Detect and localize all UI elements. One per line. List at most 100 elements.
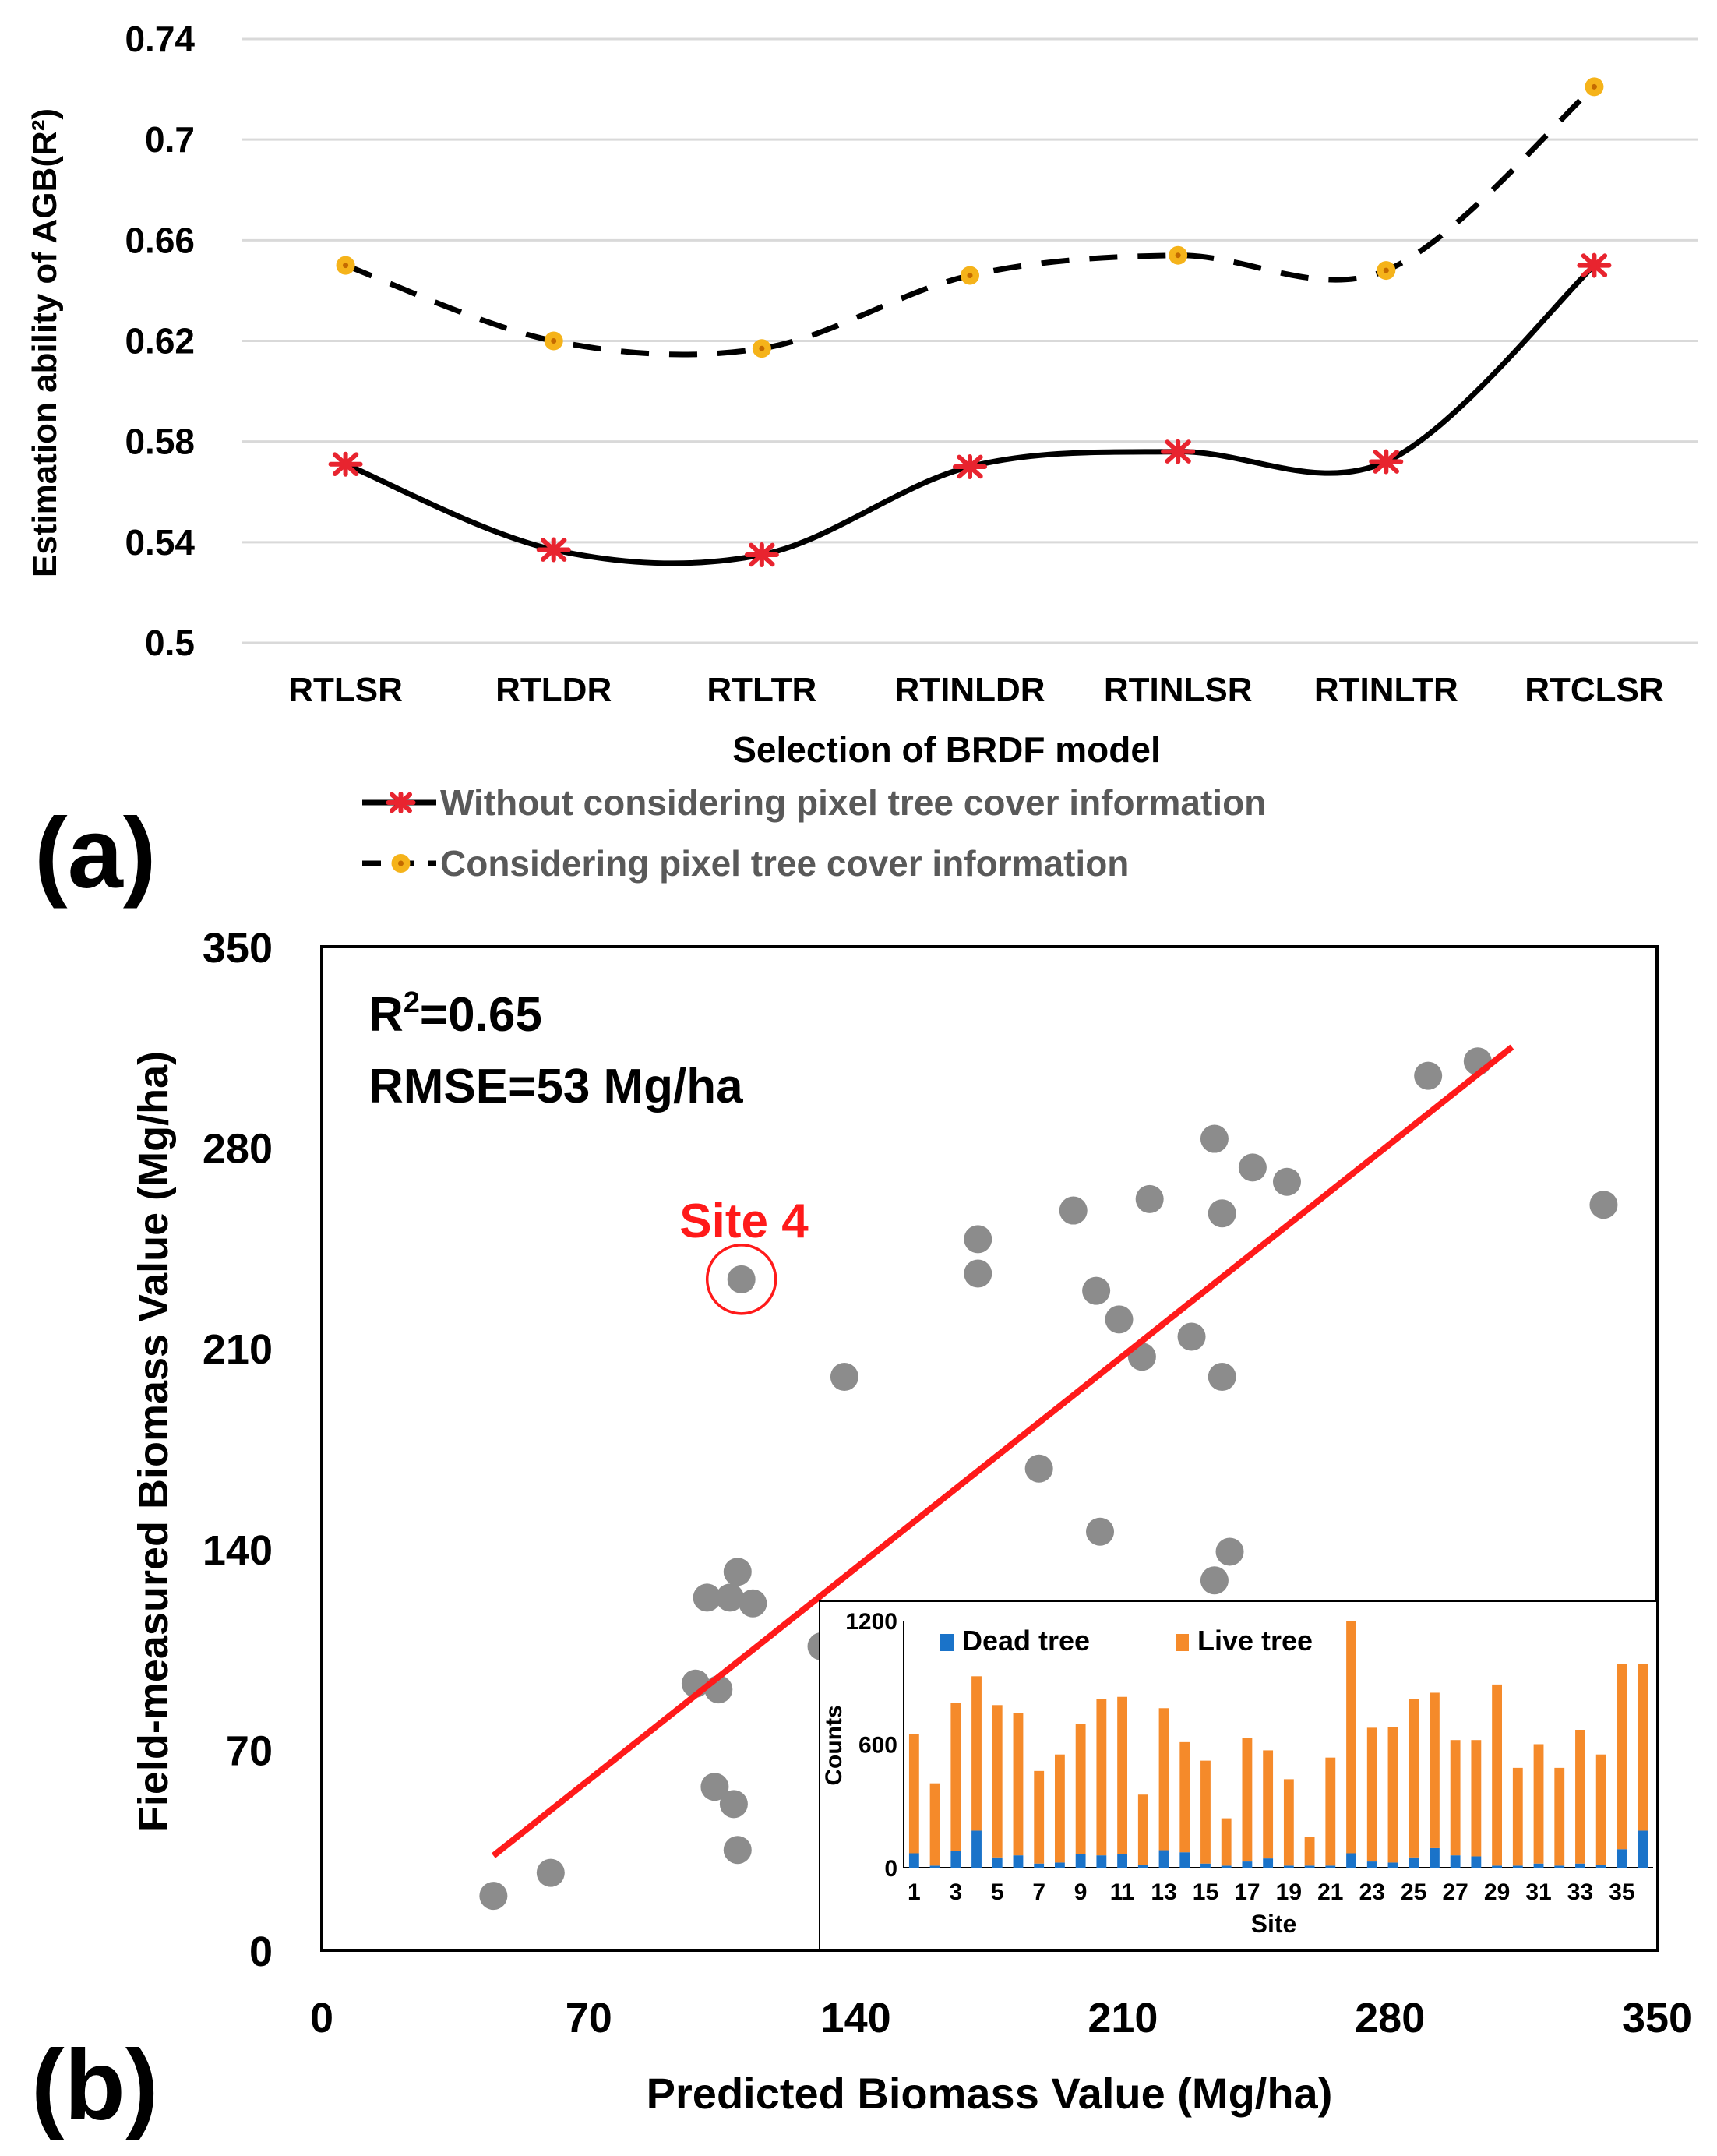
scatter-point-31 xyxy=(1272,1167,1301,1196)
point-without-rtltr xyxy=(744,542,779,567)
bar-live-site-25 xyxy=(1409,1699,1419,1858)
y-tick-280: 280 xyxy=(203,1126,273,1173)
bar-dead-site-10 xyxy=(1096,1855,1107,1868)
scatter-point-5 xyxy=(700,1773,729,1801)
bar-live-site-13 xyxy=(1158,1708,1169,1851)
point-without-rtinlsr xyxy=(1161,439,1196,464)
point-with-rtlsr xyxy=(336,256,355,275)
inset-x-tick-19: 19 xyxy=(1276,1879,1302,1905)
bar-dead-site-12 xyxy=(1137,1865,1148,1868)
scatter-point-30 xyxy=(1238,1153,1267,1182)
bar-live-site-29 xyxy=(1492,1684,1502,1866)
bar-live-site-10 xyxy=(1096,1699,1107,1856)
bar-dead-site-23 xyxy=(1366,1861,1377,1868)
inset-x-tick-7: 7 xyxy=(1032,1879,1045,1905)
bar-live-site-15 xyxy=(1200,1760,1211,1864)
bar-dead-site-32 xyxy=(1554,1865,1565,1868)
scatter-point-10 xyxy=(723,1558,752,1586)
bar-live-site-35 xyxy=(1617,1664,1627,1850)
bar-live-site-27 xyxy=(1450,1740,1461,1856)
y-axis-label: Field-measured Biomass Value (Mg/ha) xyxy=(130,1051,177,1832)
inset-x-tick-31: 31 xyxy=(1525,1879,1551,1905)
bar-live-site-23 xyxy=(1366,1727,1377,1862)
bar-live-site-16 xyxy=(1221,1818,1232,1866)
y-tick-210: 210 xyxy=(203,1326,273,1373)
bar-live-site-3 xyxy=(950,1703,961,1851)
bar-live-site-22 xyxy=(1346,1621,1356,1854)
inset-x-tick-9: 9 xyxy=(1074,1879,1088,1905)
scatter-point-8 xyxy=(719,1790,748,1819)
bar-live-site-12 xyxy=(1137,1794,1148,1865)
legend-marker-without xyxy=(386,792,416,813)
inset-x-tick-27: 27 xyxy=(1442,1879,1468,1905)
x-tick-rtlsr: RTLSR xyxy=(288,671,403,709)
bar-dead-site-2 xyxy=(929,1865,940,1868)
r2-text: R2=0.65 xyxy=(368,986,542,1042)
inset-legend-swatch-live xyxy=(1176,1634,1189,1651)
point-without-rtldr xyxy=(536,537,571,563)
inset-y-axis-label: Counts xyxy=(821,1705,847,1785)
site-4-label: Site 4 xyxy=(679,1194,809,1248)
scatter-point-16 xyxy=(964,1259,992,1288)
inset-legend-label-live: Live tree xyxy=(1197,1625,1313,1657)
bar-dead-site-27 xyxy=(1450,1855,1461,1868)
point-with-rtinldr-center xyxy=(967,273,973,279)
scatter-point-2 xyxy=(536,1858,565,1887)
bar-live-site-7 xyxy=(1034,1770,1045,1864)
bar-dead-site-13 xyxy=(1158,1850,1169,1868)
y-tick-0-58: 0.58 xyxy=(125,422,195,462)
bar-dead-site-36 xyxy=(1638,1830,1648,1868)
inset-x-tick-17: 17 xyxy=(1234,1879,1260,1905)
x-tick-rtinlsr: RTINLSR xyxy=(1104,671,1253,709)
bar-dead-site-15 xyxy=(1200,1863,1211,1868)
inset-x-tick-3: 3 xyxy=(949,1879,962,1905)
bar-dead-site-29 xyxy=(1492,1865,1502,1868)
y-tick-0: 0 xyxy=(249,1928,273,1975)
bar-dead-site-16 xyxy=(1221,1865,1232,1868)
inset-x-tick-23: 23 xyxy=(1359,1879,1385,1905)
scatter-point-23 xyxy=(1135,1184,1164,1213)
bar-live-site-8 xyxy=(1055,1754,1065,1863)
scatter-point-26 xyxy=(1200,1566,1229,1595)
y-tick-0-7: 0.7 xyxy=(145,119,195,160)
bar-dead-site-20 xyxy=(1304,1865,1315,1868)
inset-y-tick-1200: 1200 xyxy=(845,1609,897,1635)
legend-marker-with xyxy=(391,854,411,873)
bar-dead-site-21 xyxy=(1325,1865,1336,1868)
inset-x-tick-25: 25 xyxy=(1401,1879,1426,1905)
rmse-text: RMSE=53 Mg/ha xyxy=(368,1060,743,1113)
bar-live-site-2 xyxy=(929,1783,940,1866)
inset-y-tick-600: 600 xyxy=(858,1733,897,1759)
x-axis-label: Selection of BRDF model xyxy=(732,729,1160,770)
y-tick-0-66: 0.66 xyxy=(125,220,195,260)
point-with-rtldr-center xyxy=(551,338,557,344)
inset-x-tick-15: 15 xyxy=(1193,1879,1218,1905)
point-without-rtinltr xyxy=(1369,449,1404,475)
bar-live-site-32 xyxy=(1554,1767,1565,1866)
bar-live-site-21 xyxy=(1325,1757,1336,1866)
x-tick-rtinldr: RTINLDR xyxy=(894,671,1045,709)
y-tick-70: 70 xyxy=(226,1727,273,1774)
bar-live-site-1 xyxy=(908,1734,919,1854)
inset-y-tick-0: 0 xyxy=(884,1856,897,1882)
bar-dead-site-4 xyxy=(971,1830,982,1868)
scatter-point-29 xyxy=(1215,1537,1244,1566)
bar-dead-site-26 xyxy=(1430,1847,1440,1868)
inset-x-tick-11: 11 xyxy=(1110,1879,1135,1905)
x-tick-350: 350 xyxy=(1622,1995,1692,2041)
scatter-point-18 xyxy=(1059,1196,1088,1225)
regression-line xyxy=(491,1044,1514,1858)
scatter-point-9 xyxy=(723,1836,752,1865)
bar-dead-site-7 xyxy=(1034,1863,1045,1868)
scatter-point-25 xyxy=(1200,1124,1229,1153)
inset-legend-swatch-dead xyxy=(940,1634,954,1651)
bar-live-site-4 xyxy=(971,1676,982,1831)
inset-x-tick-1: 1 xyxy=(908,1879,921,1905)
series-line-without xyxy=(344,263,1596,566)
bar-dead-site-3 xyxy=(950,1851,961,1868)
bar-live-site-5 xyxy=(992,1705,1003,1858)
scatter-point-20 xyxy=(1086,1517,1115,1546)
point-with-rtinltr-center xyxy=(1383,267,1389,273)
point-with-rtinltr xyxy=(1377,261,1396,281)
bar-live-site-19 xyxy=(1283,1779,1294,1866)
